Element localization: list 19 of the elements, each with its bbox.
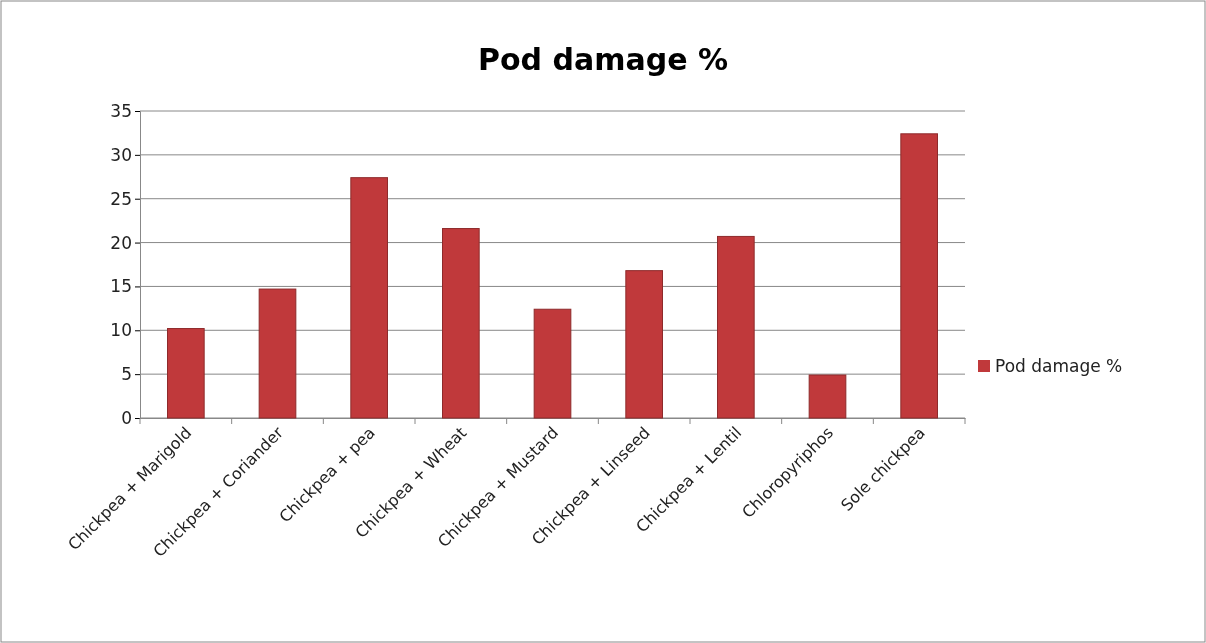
bar	[350, 177, 388, 419]
y-tick-label: 5	[121, 364, 132, 385]
bar	[258, 288, 297, 419]
legend-label: Pod damage %	[995, 356, 1123, 376]
y-tick-label: 15	[110, 276, 132, 297]
bar	[717, 235, 755, 419]
bar	[533, 308, 572, 419]
bar	[808, 374, 847, 419]
bar	[900, 133, 938, 419]
y-tick-label: 20	[110, 232, 132, 253]
y-tick-label: 35	[110, 100, 132, 121]
y-tick-label: 30	[110, 144, 132, 165]
bar	[442, 228, 480, 419]
bar	[167, 328, 205, 419]
chart-title: Pod damage %	[477, 42, 729, 77]
bar	[625, 270, 663, 419]
y-tick-label: 25	[110, 188, 132, 209]
y-tick-label: 0	[121, 407, 132, 428]
y-tick-label: 10	[110, 320, 132, 341]
